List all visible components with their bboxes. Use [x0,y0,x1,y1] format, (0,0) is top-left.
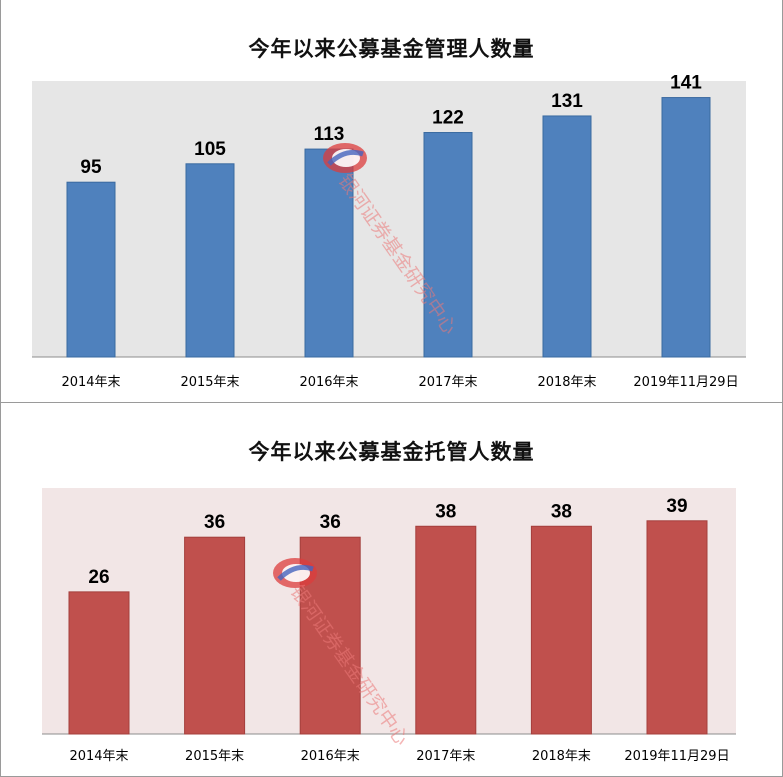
bar [304,148,354,358]
data-label: 39 [666,496,687,517]
custodian-count-bar-chart: 26 2014年末 36 2015年末 36 2016年末 38 2017年末 38 2018年末… [42,488,736,764]
data-label: 38 [551,501,572,522]
category-label: 2018年末 [532,749,591,764]
category-label: 2019年11月29日 [633,375,738,390]
data-label: 26 [88,567,109,588]
bar [185,163,235,358]
category-label: 2017年末 [416,749,475,764]
bar [299,536,361,735]
data-label: 131 [551,91,583,112]
bar [184,536,246,735]
data-label: 113 [314,124,345,145]
data-label: 141 [670,73,702,94]
category-label: 2017年末 [418,375,477,390]
bar [530,525,592,735]
data-label: 38 [435,501,456,522]
chart-title: 今年以来公募基金托管人数量 [248,439,535,464]
bar [646,520,708,735]
category-label: 2015年末 [185,749,244,764]
category-label: 2016年末 [301,749,360,764]
category-label: 2019年11月29日 [624,749,729,764]
data-label: 95 [80,157,102,178]
bar [542,115,592,358]
data-label: 122 [432,108,464,129]
custodian-count-chart-panel: 今年以来公募基金托管人数量 26 2014年末 36 2015年末 36 2016年末 38… [0,402,783,777]
category-label: 2016年末 [299,375,358,390]
chart-title: 今年以来公募基金管理人数量 [248,36,535,61]
bar [423,132,473,358]
category-label: 2014年末 [69,749,128,764]
bar [661,97,711,358]
category-label: 2015年末 [180,375,239,390]
category-label: 2014年末 [61,375,120,390]
data-label: 36 [320,512,341,533]
category-label: 2018年末 [537,375,596,390]
manager-count-bar-chart: 95 2014年末 105 2015年末 113 2016年末 122 2017年末 131 20… [32,73,746,390]
bar [68,591,130,735]
manager-count-chart-panel: 今年以来公募基金管理人数量 95 2014年末 105 2015年末 113 2016年末… [0,0,783,403]
data-label: 36 [204,512,225,533]
bar [66,181,116,358]
data-label: 105 [194,139,226,160]
bar [415,525,477,735]
plot-area [42,488,736,734]
plot-area [32,81,746,357]
